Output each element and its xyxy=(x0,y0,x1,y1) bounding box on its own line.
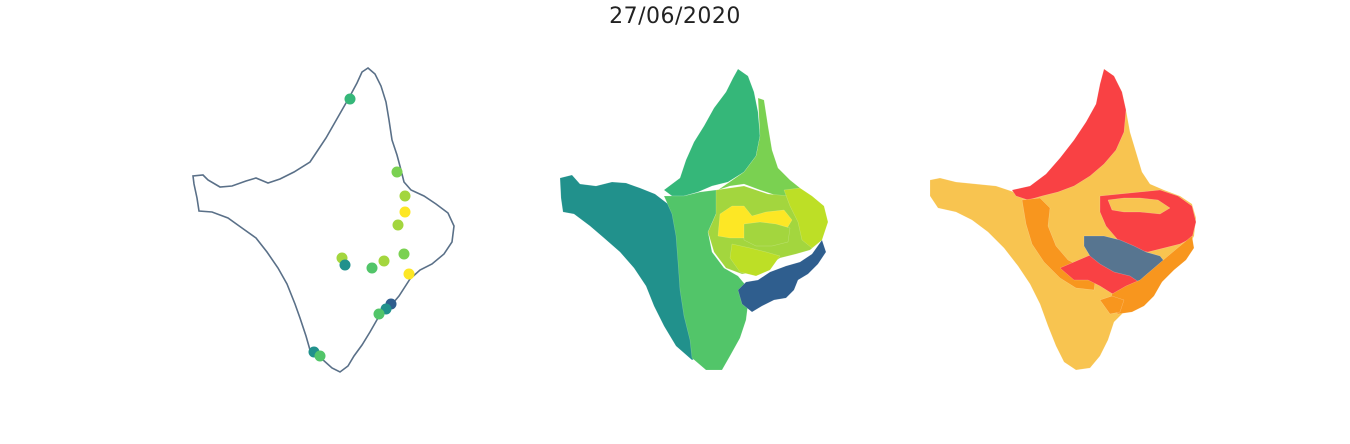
point xyxy=(392,219,404,231)
point xyxy=(339,259,351,271)
point xyxy=(399,206,411,218)
region xyxy=(1107,235,1195,315)
point xyxy=(344,93,356,105)
region xyxy=(737,239,827,313)
region xyxy=(1107,197,1171,215)
region xyxy=(743,221,791,247)
point xyxy=(378,255,390,267)
point xyxy=(403,268,415,280)
point xyxy=(391,166,403,178)
region xyxy=(1011,68,1127,201)
region-outline xyxy=(192,66,455,373)
point xyxy=(373,308,385,320)
point xyxy=(314,350,326,362)
region xyxy=(1099,295,1125,315)
point xyxy=(399,190,411,202)
figure-title: 27/06/2020 xyxy=(609,4,741,29)
point xyxy=(366,262,378,274)
region xyxy=(729,243,781,277)
points-layer xyxy=(308,93,415,362)
point xyxy=(398,248,410,260)
